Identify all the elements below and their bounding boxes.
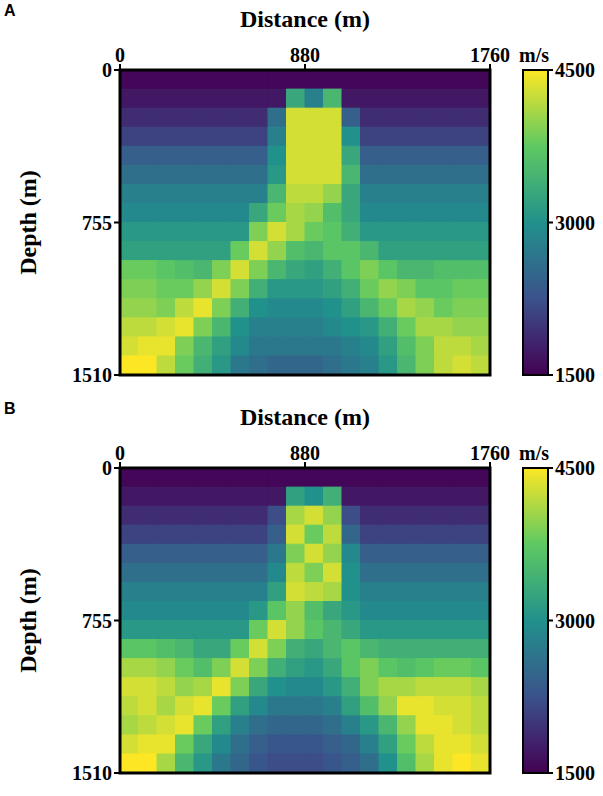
svg-text:1760: 1760: [470, 44, 510, 66]
svg-text:880: 880: [290, 44, 320, 66]
svg-text:1510: 1510: [72, 762, 112, 784]
svg-text:1500: 1500: [555, 762, 595, 784]
svg-text:3000: 3000: [555, 212, 595, 234]
svg-text:1510: 1510: [72, 364, 112, 386]
svg-text:0: 0: [115, 442, 125, 464]
html-text:A: A: [4, 2, 16, 19]
svg-text:3000: 3000: [555, 610, 595, 632]
svg-text:755: 755: [82, 610, 112, 632]
html-text:B: B: [4, 400, 16, 417]
svg-text:Distance (m): Distance (m): [240, 404, 370, 430]
svg-text:0: 0: [102, 59, 112, 81]
svg-text:4500: 4500: [555, 59, 595, 81]
svg-text:880: 880: [290, 442, 320, 464]
svg-text:1500: 1500: [555, 364, 595, 386]
svg-text:755: 755: [82, 212, 112, 234]
svg-text:0: 0: [115, 44, 125, 66]
svg-text:4500: 4500: [555, 457, 595, 479]
svg-text:1760: 1760: [470, 442, 510, 464]
svg-text:Depth (m): Depth (m): [15, 170, 41, 275]
svg-text:Distance (m): Distance (m): [240, 6, 370, 32]
svg-text:0: 0: [102, 457, 112, 479]
svg-text:Depth (m): Depth (m): [15, 568, 41, 673]
svg-text:m/s: m/s: [519, 442, 549, 464]
svg-text:m/s: m/s: [519, 44, 549, 66]
